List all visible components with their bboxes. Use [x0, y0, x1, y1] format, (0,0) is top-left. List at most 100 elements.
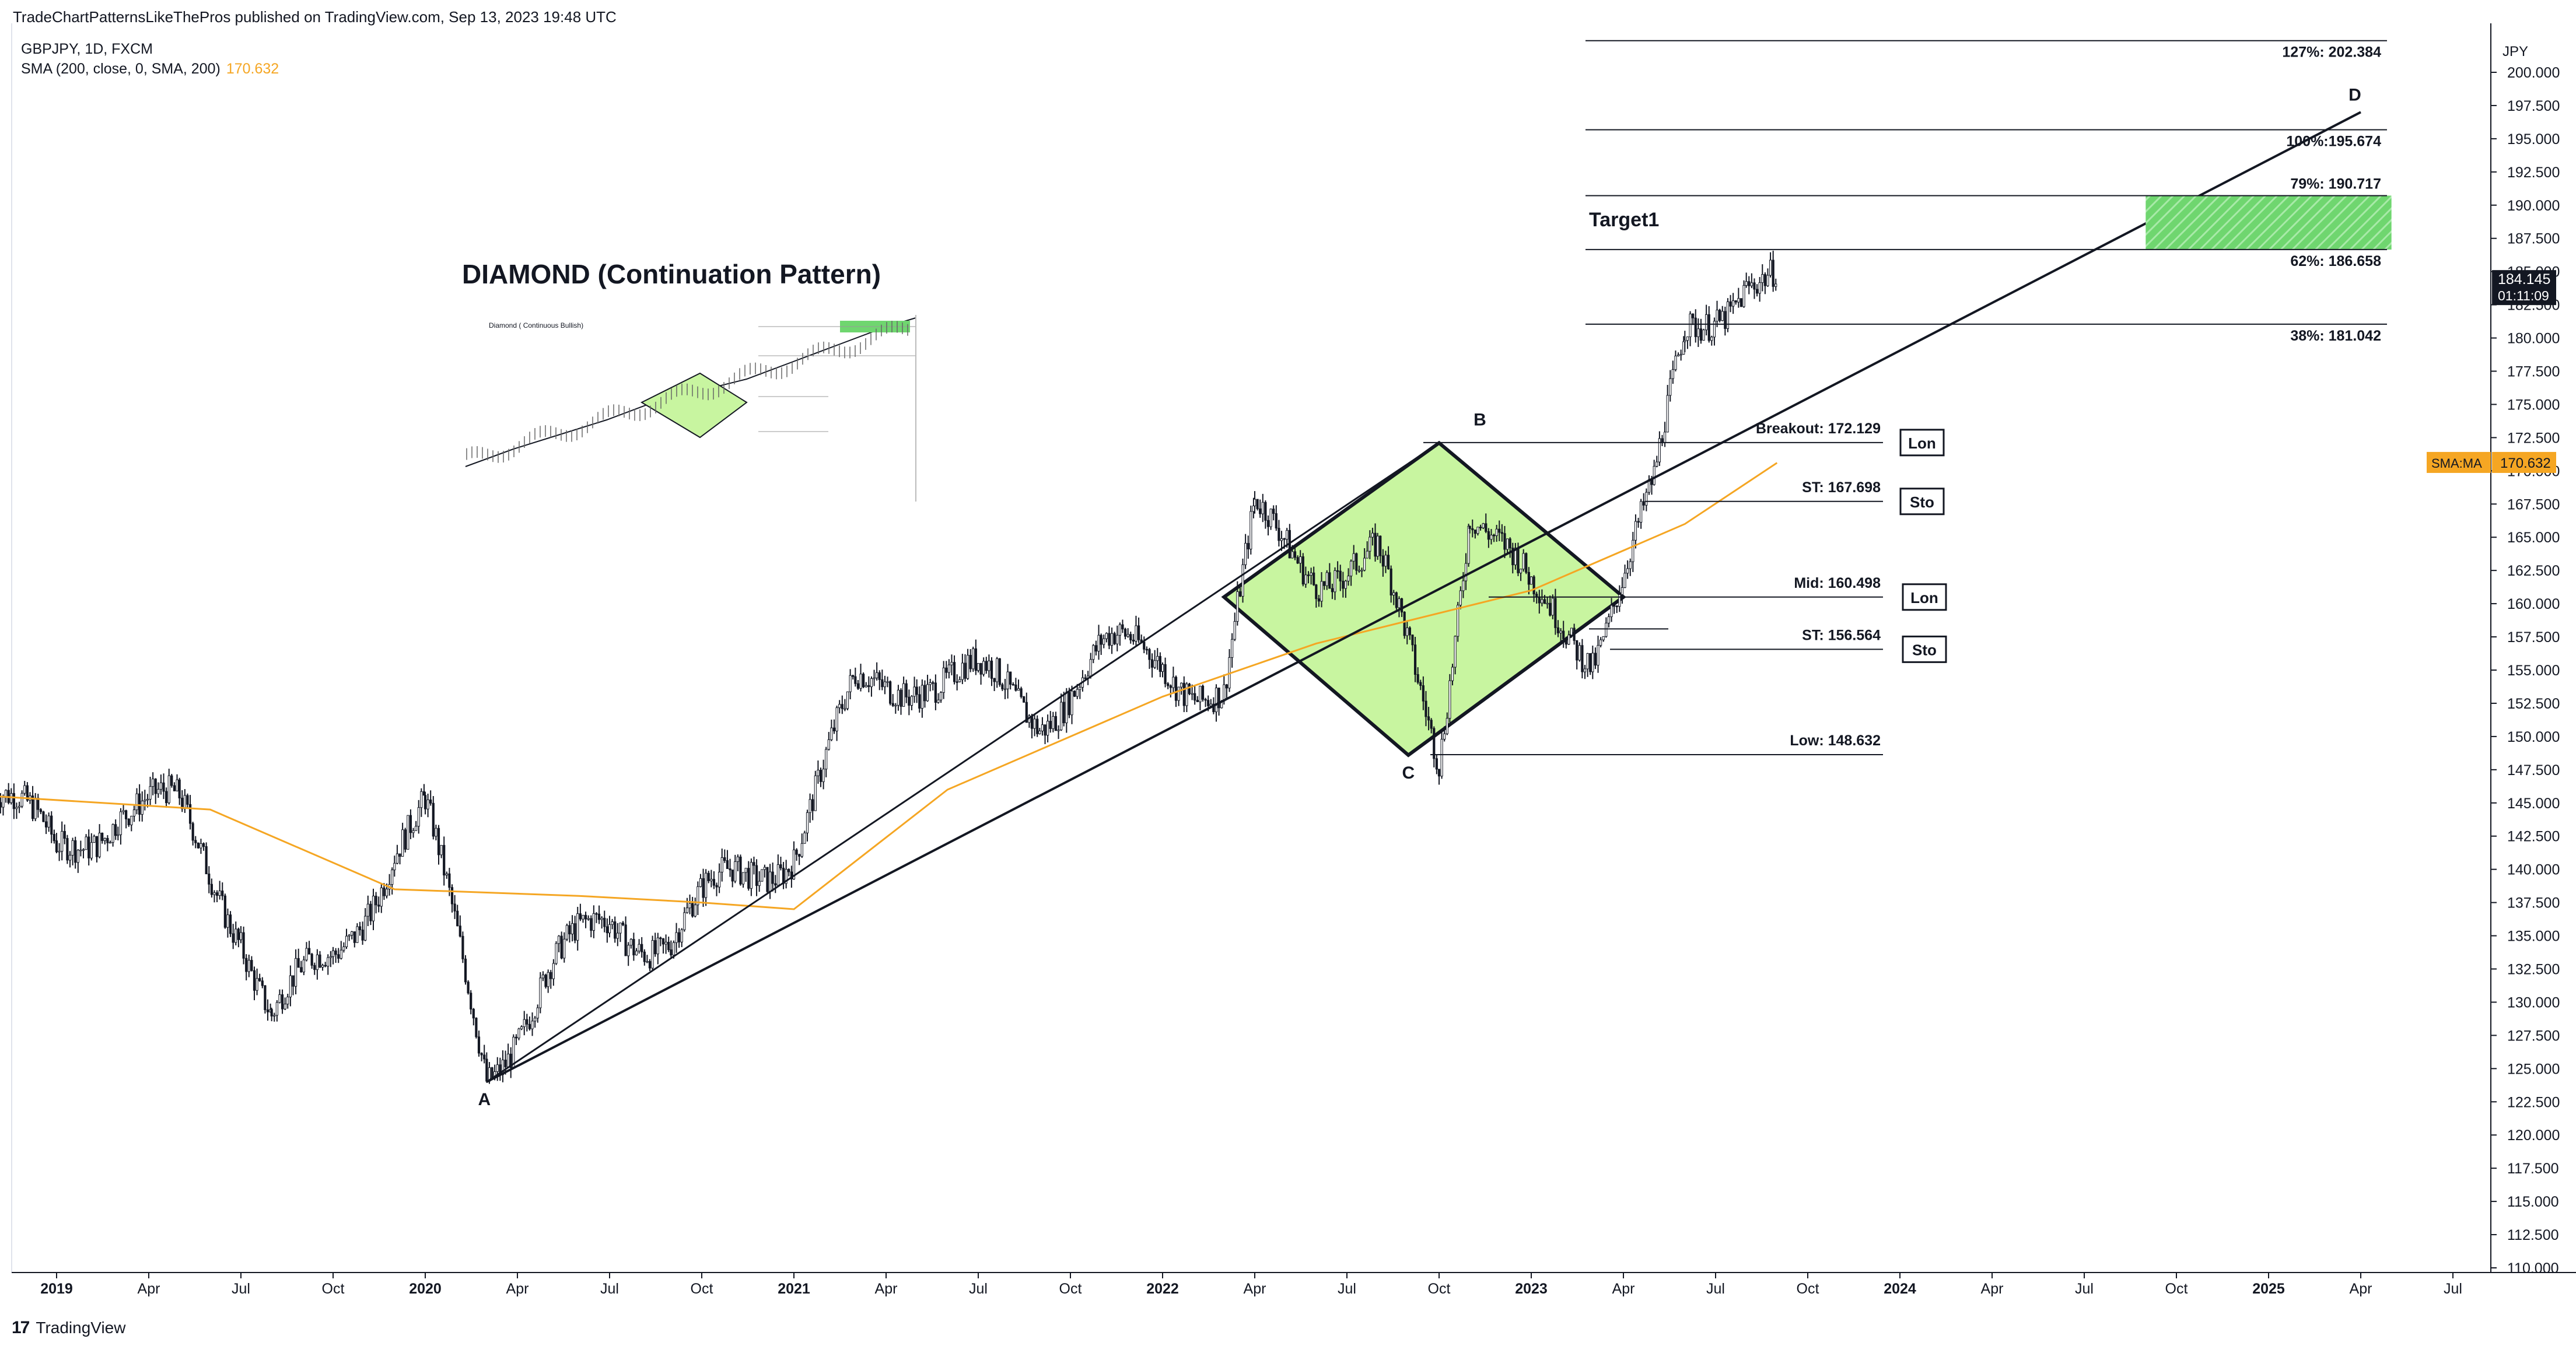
candle-body	[205, 846, 208, 874]
order-box[interactable]	[1899, 488, 1945, 516]
candle-body	[178, 779, 181, 798]
candle-body	[678, 932, 681, 942]
candle-body	[1310, 572, 1312, 576]
candle-body	[202, 843, 205, 847]
fib-level-label: 62%: 186.658	[2290, 253, 2381, 269]
candle-body	[926, 684, 929, 702]
candle-body	[1522, 553, 1525, 570]
candle-body	[1750, 282, 1753, 286]
candle-body	[629, 939, 632, 946]
order-box[interactable]	[1899, 429, 1945, 457]
candle-body	[1559, 630, 1562, 633]
target-zone[interactable]	[2146, 195, 2392, 250]
candle-body	[1679, 353, 1682, 356]
candle-body	[560, 935, 563, 959]
candle-body	[1194, 693, 1196, 701]
candle-body	[1769, 260, 1772, 276]
candle-body	[1121, 624, 1124, 630]
candle-body	[1446, 718, 1448, 734]
candle-body	[1713, 321, 1716, 338]
candle-body	[1207, 700, 1210, 706]
candle-body	[149, 786, 152, 800]
inset-thumbnail[interactable]	[465, 315, 916, 502]
candle-body	[528, 1023, 531, 1029]
candle-body	[838, 704, 841, 709]
candle-body	[964, 663, 967, 679]
candle-body	[1336, 570, 1339, 572]
candle-body	[159, 782, 163, 790]
order-box[interactable]	[1902, 583, 1947, 611]
lower-trendline[interactable]	[486, 442, 1440, 1083]
candle-body	[108, 842, 112, 844]
candle-body	[1774, 283, 1777, 287]
candle-body	[1317, 598, 1321, 602]
candle-body	[632, 939, 635, 956]
candle-body	[996, 658, 999, 682]
candle-body	[702, 878, 705, 898]
candle-body	[608, 924, 611, 934]
candle-body	[1653, 466, 1656, 485]
support-trendline[interactable]	[486, 111, 2361, 1083]
candle-body	[286, 997, 289, 1005]
candle-body	[103, 837, 106, 842]
candle-body	[1331, 588, 1334, 593]
candle-body	[541, 975, 545, 979]
sma-line[interactable]	[0, 462, 1778, 910]
candle-body	[1583, 668, 1587, 672]
candle-body	[111, 824, 114, 843]
candle-body	[1001, 684, 1004, 689]
order-box-label: Lon	[1908, 434, 1936, 452]
last-price-tag[interactable]	[2492, 270, 2556, 306]
candle-body	[409, 815, 412, 833]
candle-body	[1525, 553, 1528, 573]
sma-tag[interactable]	[2427, 451, 2491, 473]
time-tick-label: 2019	[40, 1281, 73, 1297]
order-box[interactable]	[1902, 635, 1947, 663]
candle-body	[130, 815, 133, 825]
candle-body	[662, 938, 665, 945]
candle-body	[1392, 592, 1395, 595]
candle-body	[744, 868, 747, 873]
candle-body	[125, 810, 128, 819]
candle-body	[523, 1019, 526, 1028]
candle-body	[316, 954, 318, 970]
sma-legend[interactable]: SMA (200, close, 0, SMA, 200) 170.632	[21, 61, 279, 78]
candle-body	[1471, 528, 1474, 531]
candle-body	[1076, 689, 1079, 697]
candle-body	[1674, 355, 1677, 370]
candle-body	[1663, 432, 1667, 443]
candle-body	[1549, 602, 1552, 616]
candle-body	[450, 887, 454, 905]
candle-body	[34, 797, 37, 819]
candle-body	[1006, 671, 1009, 689]
candle-body	[1283, 538, 1286, 540]
candle-body	[364, 916, 367, 941]
candle-body	[752, 862, 755, 866]
candle-body	[1046, 721, 1049, 736]
price-tick-label: 122.500	[2507, 1094, 2560, 1110]
candle-body	[889, 681, 892, 704]
candle-body	[181, 797, 184, 809]
candle-body	[1766, 275, 1769, 286]
candle-body	[886, 681, 889, 683]
candle-body	[1468, 525, 1471, 529]
candle-body	[881, 679, 884, 688]
candle-body	[1044, 724, 1046, 736]
candle-body	[1594, 653, 1597, 666]
order-box-label: Sto	[1912, 641, 1937, 658]
candle-body	[1161, 664, 1164, 672]
candle-body	[1591, 653, 1594, 672]
tradingview-logo[interactable]: 17 TradingView	[12, 1318, 125, 1338]
price-tick-label: 162.500	[2507, 563, 2560, 579]
candle-body	[146, 798, 149, 801]
candle-body	[242, 932, 245, 959]
candle-body	[1745, 281, 1748, 286]
candle-body	[412, 830, 415, 833]
candle-body	[915, 686, 918, 695]
candle-body	[135, 793, 138, 811]
candle-body	[918, 694, 921, 709]
candle-body	[55, 840, 58, 853]
order-box-label: Sto	[1910, 493, 1934, 511]
candle-body	[1737, 298, 1740, 303]
